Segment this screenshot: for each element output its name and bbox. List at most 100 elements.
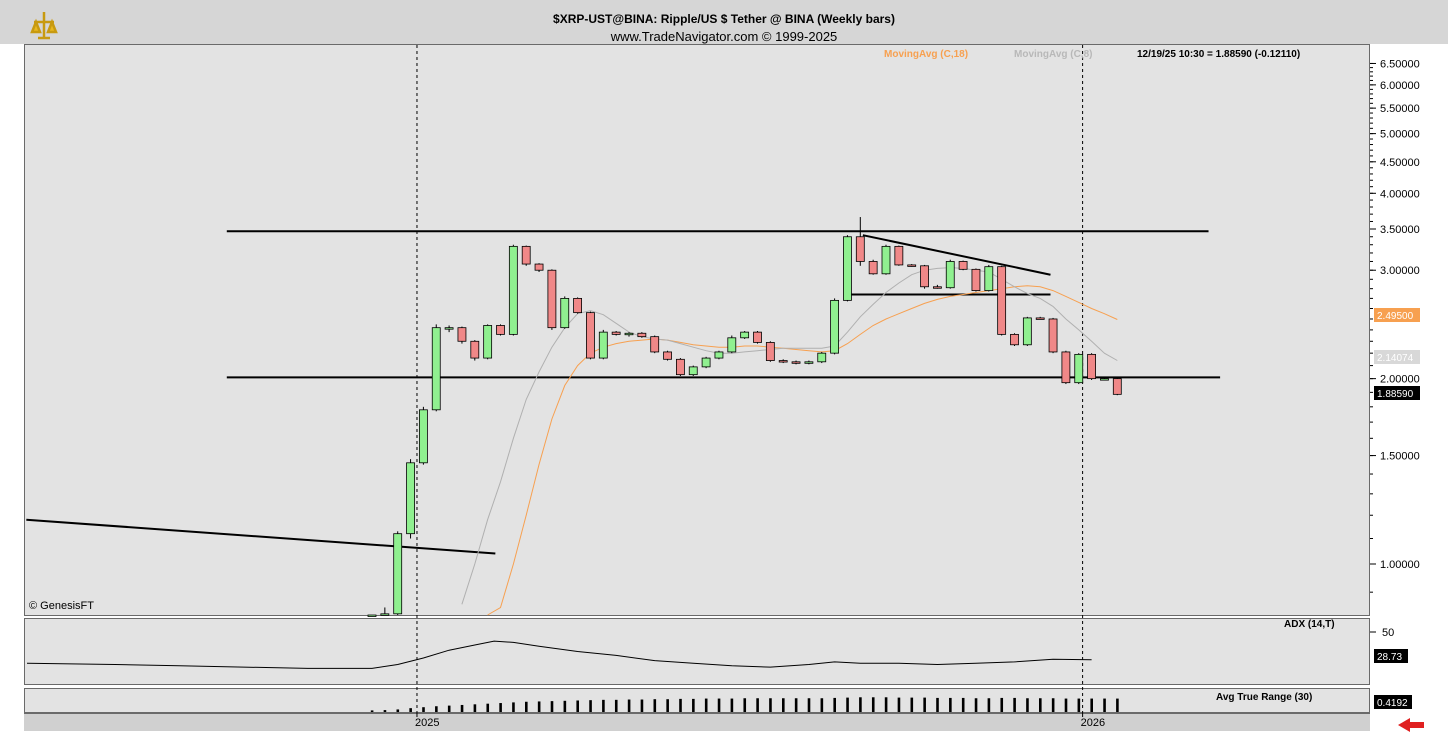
atr-bar xyxy=(435,706,438,712)
date-axis xyxy=(24,713,1370,733)
atr-bar xyxy=(769,698,772,712)
last-price-value: 1.88590 xyxy=(1377,389,1414,400)
atr-bar xyxy=(987,698,991,712)
atr-bar xyxy=(666,699,669,712)
atr-bar xyxy=(653,699,657,712)
candle-body xyxy=(881,245,891,275)
candle-body xyxy=(765,342,775,361)
y-tick-label: 6.00000 xyxy=(1380,80,1420,92)
chart-subtitle: www.TradeNavigator.com © 1999-2025 xyxy=(610,29,838,44)
atr-bar xyxy=(859,697,862,712)
atr-bar xyxy=(730,698,734,712)
candle-body xyxy=(701,357,711,368)
atr-bar xyxy=(447,705,451,712)
ma8-line xyxy=(461,267,1118,605)
atr-bar xyxy=(409,708,412,712)
adx-panel xyxy=(24,618,1370,685)
y-tick-label: 5.50000 xyxy=(1380,103,1420,115)
candle-body xyxy=(573,297,582,314)
atr-bar xyxy=(383,710,387,712)
trendline xyxy=(862,234,1051,276)
atr-bar xyxy=(782,698,785,712)
candle-body xyxy=(496,325,505,335)
atr-badge xyxy=(1374,695,1412,709)
atr-bar xyxy=(537,701,541,712)
trendlines-layer xyxy=(26,230,1221,555)
atr-bar xyxy=(871,697,875,712)
atr-bar xyxy=(563,700,567,712)
y-tick-label: 4.00000 xyxy=(1380,188,1420,200)
candle-body xyxy=(778,360,788,363)
atr-label: Avg True Range (30) xyxy=(1216,692,1312,703)
moving-averages-layer xyxy=(461,267,1118,616)
candle-body xyxy=(393,533,403,615)
candle-body xyxy=(586,312,595,359)
atr-bar xyxy=(1077,698,1081,712)
atr-bar xyxy=(1090,698,1093,712)
adx-badge xyxy=(1374,649,1408,663)
ma18-badge xyxy=(1374,308,1420,322)
atr-value: 0.4192 xyxy=(1377,698,1408,709)
atr-bar xyxy=(370,710,374,712)
atr-bar xyxy=(884,697,888,712)
candle-body xyxy=(791,361,801,364)
candle-body xyxy=(444,327,454,330)
candle-body xyxy=(1010,333,1019,346)
y-tick-label: 4.50000 xyxy=(1380,157,1420,169)
atr-layer xyxy=(370,697,1119,712)
candle-body xyxy=(367,614,377,617)
y-tick-label: 3.50000 xyxy=(1380,224,1420,236)
atr-bar xyxy=(910,697,914,712)
candle-body xyxy=(534,263,544,271)
atr-bar xyxy=(756,698,759,712)
atr-bar xyxy=(550,701,554,712)
candle-body xyxy=(855,236,865,262)
atr-bar xyxy=(396,709,400,712)
adx-value: 28.73 xyxy=(1377,652,1402,663)
candle-body xyxy=(1061,351,1071,384)
atr-bar xyxy=(961,697,965,712)
candle-body xyxy=(676,358,685,376)
atr-bar xyxy=(1064,698,1068,712)
quote-readout: 12/19/25 10:30 = 1.88590 (-0.12110) xyxy=(1137,49,1300,60)
ma8-value: 2.14074 xyxy=(1377,353,1414,364)
price-axis xyxy=(1370,44,1448,714)
candle-body xyxy=(470,340,480,359)
candle-body xyxy=(753,331,762,343)
scroll-left-arrow-icon[interactable] xyxy=(1398,718,1424,732)
atr-bar xyxy=(1116,698,1119,712)
atr-bar xyxy=(1026,698,1029,712)
ma18-legend: MovingAvg (C,18) xyxy=(884,49,968,60)
trade-navigator-logo xyxy=(30,12,58,40)
chart-header xyxy=(0,0,1448,44)
watermark: © GenesisFT xyxy=(29,600,94,612)
candle-body xyxy=(688,366,698,376)
candle-body xyxy=(1035,317,1045,320)
chart-title: $XRP-UST@BINA: Ripple/US $ Tether @ BINA… xyxy=(553,12,895,26)
candle-body xyxy=(611,331,621,335)
candle-body xyxy=(1100,378,1109,381)
candle-body xyxy=(830,299,839,354)
ma8-badge xyxy=(1374,350,1420,364)
candle-body xyxy=(637,332,647,338)
candle-body xyxy=(868,261,878,275)
atr-bar xyxy=(717,698,721,712)
atr-bar xyxy=(576,700,579,712)
candle-body xyxy=(804,361,814,364)
candle-body xyxy=(624,332,634,336)
atr-bar xyxy=(846,697,849,712)
candle-body xyxy=(727,337,737,353)
candle-body xyxy=(984,266,994,291)
candle-body xyxy=(457,327,467,342)
atr-bar xyxy=(627,699,631,712)
candle-body xyxy=(740,331,750,339)
atr-bar xyxy=(923,697,926,712)
axis-labels-layer: 2025 2026 6.50000 6.00000 5.50000 5.00000 4.50… xyxy=(415,58,1420,729)
atr-bar xyxy=(640,699,644,712)
x-tick-label: 2025 xyxy=(415,717,439,729)
atr-bar xyxy=(1013,697,1016,712)
candle-body xyxy=(894,245,904,266)
price-panel xyxy=(24,44,1370,616)
atr-bar xyxy=(820,698,824,712)
